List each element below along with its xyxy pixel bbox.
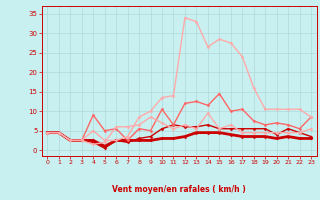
X-axis label: Vent moyen/en rafales ( km/h ): Vent moyen/en rafales ( km/h ) xyxy=(112,185,246,194)
